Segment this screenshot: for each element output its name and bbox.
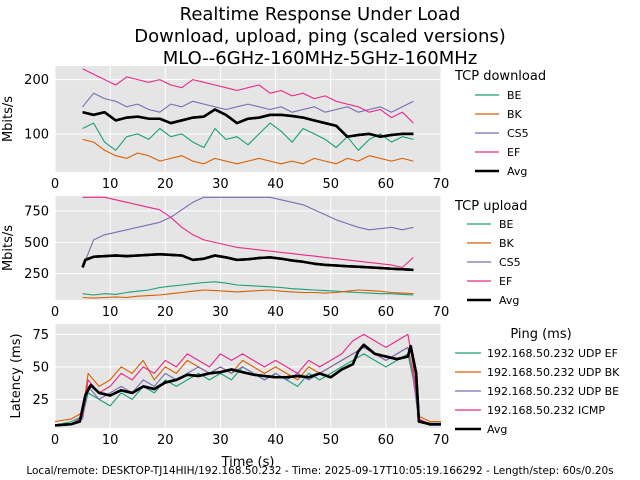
- legend-title: TCP upload: [454, 199, 528, 214]
- legend-label: BE: [499, 218, 514, 231]
- x-tick-label: 40: [267, 433, 284, 448]
- y-tick-label: 200: [24, 73, 49, 88]
- x-tick-label: 10: [102, 433, 119, 448]
- series-group: [82, 68, 414, 165]
- footer-text: Local/remote: DESKTOP-TJ14HIH/192.168.50…: [26, 465, 613, 477]
- legend-label: 192.168.50.232 UDP EF: [487, 347, 618, 360]
- x-tick-label: 70: [433, 305, 450, 320]
- legends-group: TCP download BE BK CS5 EF Avg TCP upload BE BK CS…: [454, 69, 620, 436]
- y-tick-label: 250: [24, 267, 49, 282]
- panel-2: 0 10 20 30 40 50 60 70 25 50 75 Latency (ms): [9, 324, 449, 448]
- x-tick-label: 50: [322, 177, 339, 192]
- x-tick-label: 60: [378, 433, 395, 448]
- legend-2: Ping (ms) 192.168.50.232 UDP EF 192.168.50…: [455, 327, 620, 436]
- y-tick-label: 750: [24, 205, 49, 220]
- y-tick-label: 50: [32, 360, 49, 375]
- legend-label: BK: [499, 237, 515, 250]
- legend-label: CS5: [499, 256, 521, 269]
- x-tick-label: 50: [322, 305, 339, 320]
- series-group: [55, 333, 441, 427]
- series-line-avg-overlay: [81, 253, 414, 272]
- y-axis-label: Latency (ms): [9, 333, 24, 418]
- legend-label: BE: [507, 89, 522, 102]
- x-tick-label: 50: [322, 433, 339, 448]
- x-tick-label: 0: [51, 177, 59, 192]
- panel-1: 0 10 20 30 40 50 60 70 250 500 750 Mbits/s: [1, 196, 449, 320]
- x-tick-label: 0: [51, 433, 59, 448]
- series-line-192-168-50-232-udp-be: [55, 346, 441, 426]
- x-tick-label: 20: [157, 433, 174, 448]
- series-line-be: [82, 122, 414, 151]
- legend-label: 192.168.50.232 UDP BE: [487, 385, 619, 398]
- x-tick-label: 20: [157, 177, 174, 192]
- chart-title-line-2: Download, upload, ping (scaled versions): [134, 26, 506, 47]
- x-tick-label: 70: [433, 433, 450, 448]
- legend-title: Ping (ms): [510, 327, 571, 342]
- x-tick-label: 30: [212, 177, 229, 192]
- x-tick-label: 10: [102, 305, 119, 320]
- legend-label: 192.168.50.232 UDP BK: [487, 366, 620, 379]
- x-tick-label: 0: [51, 305, 59, 320]
- series-line-ef: [82, 196, 414, 268]
- legend-label: BK: [507, 108, 523, 121]
- legend-title: TCP download: [454, 69, 546, 84]
- plot-background: [55, 196, 441, 300]
- series-line-cs5: [82, 196, 414, 268]
- x-tick-label: 40: [267, 177, 284, 192]
- y-tick-label: 500: [24, 236, 49, 251]
- legend-label: 192.168.50.232 ICMP: [487, 404, 605, 417]
- series-line-bk: [82, 138, 414, 165]
- x-tick-label: 30: [212, 433, 229, 448]
- x-axis-label: Time (s): [221, 455, 275, 470]
- series-group: [81, 196, 414, 299]
- y-tick-label: 100: [24, 127, 49, 142]
- x-tick-label: 60: [378, 305, 395, 320]
- series-line-cs5: [82, 92, 414, 113]
- legend-label: EF: [499, 275, 512, 288]
- legend-label: Avg: [487, 423, 507, 436]
- series-line-ef: [82, 68, 414, 124]
- legend-label: Avg: [507, 165, 527, 178]
- x-tick-label: 60: [378, 177, 395, 192]
- x-tick-label: 20: [157, 305, 174, 320]
- x-tick-label: 40: [267, 305, 284, 320]
- chart-title-line-1: Realtime Response Under Load: [180, 4, 461, 25]
- x-tick-label: 10: [102, 177, 119, 192]
- panel-0: 0 10 20 30 40 50 60 70 100 200 Mbits/s: [1, 66, 449, 192]
- series-line-be: [82, 281, 414, 296]
- y-tick-label: 25: [32, 393, 49, 408]
- legend-1: TCP upload BE BK CS5 EF Avg: [454, 199, 528, 307]
- legend-label: EF: [507, 146, 520, 159]
- legend-0: TCP download BE BK CS5 EF Avg: [454, 69, 546, 178]
- legend-label: Avg: [499, 294, 519, 307]
- chart-title-line-3: MLO--6GHz-160MHz-5GHz-160MHz: [163, 48, 478, 69]
- y-tick-label: 75: [32, 328, 49, 343]
- x-tick-label: 70: [433, 177, 450, 192]
- y-axis-label: Mbits/s: [1, 225, 16, 271]
- series-line-bk: [82, 289, 414, 299]
- series-line-192-168-50-232-icmp: [55, 333, 441, 426]
- series-line-avg-overlay: [55, 343, 441, 427]
- series-line-avg-overlay: [82, 108, 414, 138]
- legend-label: CS5: [507, 127, 529, 140]
- y-axis-label: Mbits/s: [1, 96, 16, 142]
- x-tick-label: 30: [212, 305, 229, 320]
